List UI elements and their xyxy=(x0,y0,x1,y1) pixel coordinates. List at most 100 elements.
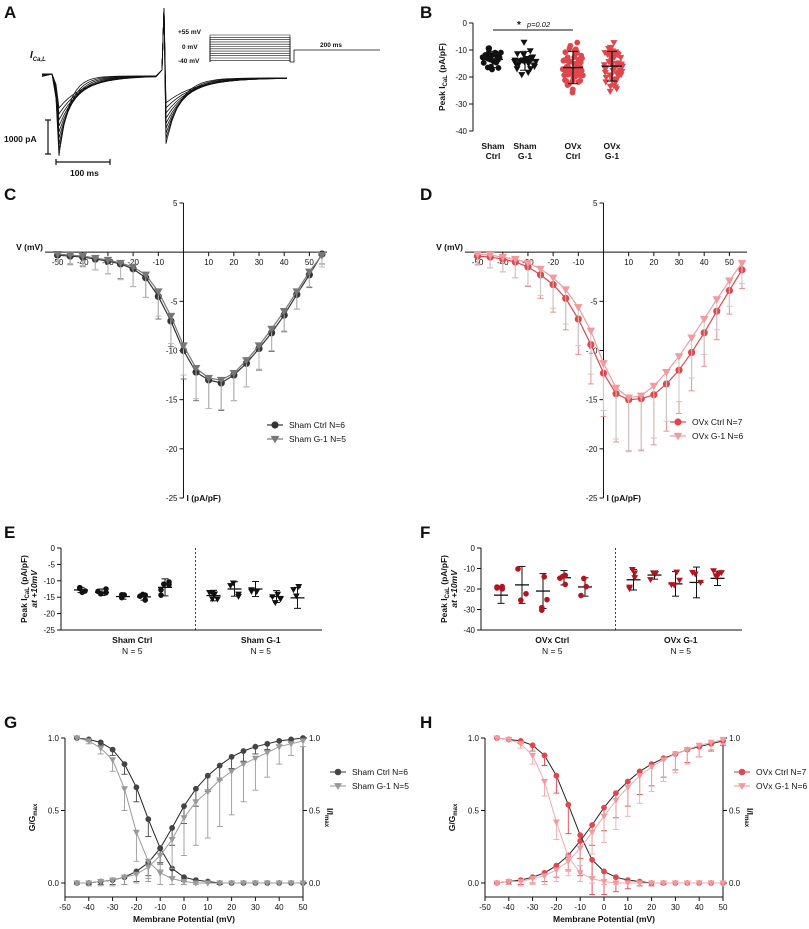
y-axis-label-2: at +10mV xyxy=(449,569,459,608)
data-point xyxy=(600,813,608,820)
data-point xyxy=(707,880,715,887)
data-point xyxy=(617,55,625,62)
fit-curve xyxy=(76,740,304,884)
data-point xyxy=(601,868,607,875)
data-point xyxy=(548,274,558,283)
panel-label-f: F xyxy=(420,523,430,542)
data-point xyxy=(567,42,574,49)
x-tick-label: 40 xyxy=(280,258,289,267)
legend-label: OVx G-1 N=6 xyxy=(692,431,744,441)
x-tick-label: -50 xyxy=(59,903,71,912)
fit-curve xyxy=(496,737,723,884)
panel-f-plot: 0 -10 -20 -30 -40 Peak ICaL (pA/pF) at +10mV OV… xyxy=(439,544,742,656)
data-point xyxy=(577,832,584,839)
x-tick-label: 50 xyxy=(725,258,734,267)
data-point xyxy=(489,66,495,73)
data-point xyxy=(275,744,283,751)
y-tick-label: -10 xyxy=(166,347,178,356)
x-tick-label: 20 xyxy=(227,903,236,912)
current-trace xyxy=(41,7,288,109)
data-point xyxy=(649,382,659,391)
data-point xyxy=(589,856,595,863)
x-tick-label: 20 xyxy=(229,258,238,267)
data-point xyxy=(98,590,104,597)
data-point xyxy=(158,592,164,598)
data-point xyxy=(279,308,289,316)
data-point xyxy=(497,49,504,56)
data-point xyxy=(276,738,283,744)
x-tick-label: -50 xyxy=(479,903,491,912)
y-tick-label: -20 xyxy=(455,73,467,82)
legend-label: OVx Ctrl N=7 xyxy=(692,417,743,427)
data-point xyxy=(613,86,621,93)
panel-d-plot: -50-40-30-20-1010203040505-5-10-15-20-25… xyxy=(436,199,747,503)
data-point xyxy=(116,259,125,268)
x-tick-label: 10 xyxy=(203,903,212,912)
data-point xyxy=(673,569,681,576)
data-point xyxy=(624,784,632,791)
data-point xyxy=(264,740,271,747)
x-tick-label: -10 xyxy=(154,903,166,912)
data-point xyxy=(204,789,212,796)
data-point xyxy=(530,62,538,69)
data-point xyxy=(242,357,251,365)
data-point xyxy=(562,70,569,76)
data-point xyxy=(562,49,569,56)
y-tick-label: 0 xyxy=(463,19,468,28)
y-tick-label: -15 xyxy=(166,396,178,405)
data-point xyxy=(180,815,188,822)
legend-label: Sham G-1 N=5 xyxy=(289,434,346,444)
data-point xyxy=(575,56,582,63)
data-point xyxy=(588,876,596,883)
y-axis-label: Peak ICaL (pA/pF) xyxy=(437,43,449,111)
y-tick-label-right: 1.0 xyxy=(729,734,741,743)
data-point xyxy=(157,845,164,852)
data-point xyxy=(204,880,212,887)
data-point xyxy=(274,591,282,598)
panel-label-d: D xyxy=(420,185,432,204)
x-tick-label: -30 xyxy=(527,903,539,912)
data-point xyxy=(628,566,636,573)
data-point xyxy=(179,342,188,350)
data-point xyxy=(719,880,727,887)
y-tick-label: -20 xyxy=(166,445,178,454)
data-point xyxy=(485,55,491,62)
data-point xyxy=(485,251,495,260)
y-axis-label: Peak ICaL (pA/pF) xyxy=(439,555,451,623)
x-category-label-2: G-1 xyxy=(605,151,619,161)
protocol-step xyxy=(209,41,291,62)
data-point xyxy=(91,254,100,263)
legend-label: OVx Ctrl N=7 xyxy=(756,767,807,777)
significance-star: * xyxy=(517,20,521,31)
data-point xyxy=(544,596,550,603)
x-category-label-2: Ctrl xyxy=(566,151,581,161)
x-tick-label: 10 xyxy=(624,258,633,267)
data-point xyxy=(536,265,545,274)
data-point xyxy=(529,876,537,883)
x-tick-label: -40 xyxy=(83,903,95,912)
data-point xyxy=(668,582,675,589)
data-point xyxy=(299,738,307,745)
data-point xyxy=(305,268,314,277)
data-point xyxy=(616,67,624,74)
panel-g-plot: -50 -40 -30 -20 -10 0 10 20 30 40 50 0.0 0.0 0.5 0.5 1.… xyxy=(27,734,409,924)
series-line xyxy=(57,253,323,384)
data-point xyxy=(699,315,709,324)
data-point xyxy=(710,568,717,575)
y-tick-label: -15 xyxy=(586,396,598,405)
data-point xyxy=(109,746,116,753)
data-point xyxy=(473,250,482,259)
y-tick-label: -25 xyxy=(166,494,178,503)
data-point xyxy=(498,253,508,262)
data-point xyxy=(235,593,242,600)
series-line xyxy=(477,255,743,401)
data-point xyxy=(77,585,83,592)
data-point xyxy=(191,365,201,373)
data-point xyxy=(538,604,545,611)
data-point xyxy=(299,880,307,887)
data-point xyxy=(612,880,620,887)
data-point xyxy=(505,879,513,886)
data-point xyxy=(659,880,668,887)
data-point xyxy=(287,741,295,748)
